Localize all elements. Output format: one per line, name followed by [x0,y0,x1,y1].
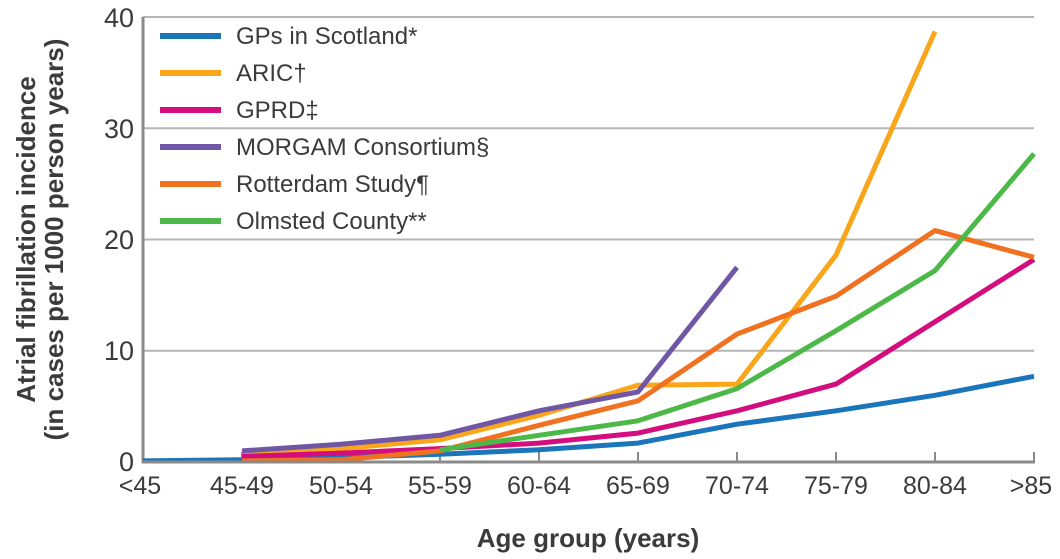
legend-label-morgam: MORGAM Consortium§ [236,134,489,161]
legend-item-gps-in-scotland: GPs in Scotland* [160,23,417,50]
x-tick-label-75-79: 75-79 [804,472,868,500]
x-tick-label-50-54: 50-54 [309,472,373,500]
legend-label-gprd: GPRD‡ [236,97,319,124]
series-line-aric [241,30,938,457]
legend: GPs in Scotland* ARIC† GPRD‡ MORGAM Cons… [160,23,489,235]
series-line-rotterdam-study [241,228,1035,464]
x-tick-marks [142,452,1035,462]
series-line-morgam-consortium [241,265,739,454]
legend-item-morgam: MORGAM Consortium§ [160,134,489,161]
legend-label-olmsted: Olmsted County** [236,208,427,235]
legend-item-aric: ARIC† [160,60,307,87]
legend-label-rotterdam: Rotterdam Study¶ [236,171,429,198]
legend-label-gps-in-scotland: GPs in Scotland* [236,23,417,50]
y-axis-title-line2: (in cases per 1000 person years) [39,39,69,441]
series-line-olmsted-county [439,152,1036,453]
x-tick-label-70-74: 70-74 [705,472,769,500]
x-tick-labels: <45 45-49 50-54 55-59 60-64 65-69 70-74 … [119,472,1052,500]
y-tick-label-0: 0 [119,447,134,477]
legend-label-aric: ARIC† [236,60,307,87]
y-tick-labels: 0 10 20 30 40 [104,3,134,477]
legend-item-olmsted: Olmsted County** [160,208,427,235]
x-tick-label-45-49: 45-49 [210,472,274,500]
y-tick-label-20: 20 [104,225,134,255]
y-axis-title-line1: Atrial fibrillation incidence [11,76,41,403]
x-tick-label-60-64: 60-64 [507,472,571,500]
x-tick-label-65-69: 65-69 [606,472,670,500]
y-tick-label-10: 10 [104,336,134,366]
y-tick-label-40: 40 [104,3,134,33]
x-tick-label-lt45: <45 [119,472,161,500]
x-tick-label-80-84: 80-84 [903,472,967,500]
y-tick-label-30: 30 [104,114,134,144]
x-tick-label-55-59: 55-59 [408,472,472,500]
series-lines [142,30,1036,464]
x-axis-title: Age group (years) [477,523,700,553]
series-line-gprd [241,257,1036,459]
x-tick-label-gt85: >85 [1010,472,1052,500]
legend-item-gprd: GPRD‡ [160,97,319,124]
legend-item-rotterdam: Rotterdam Study¶ [160,171,429,198]
